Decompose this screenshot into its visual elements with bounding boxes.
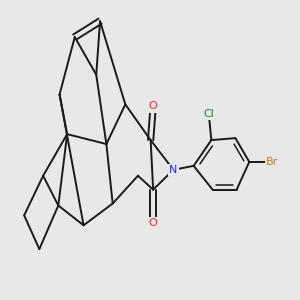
Text: Cl: Cl — [203, 109, 214, 119]
Text: N: N — [169, 165, 178, 175]
Text: O: O — [149, 101, 158, 111]
Text: O: O — [149, 218, 158, 228]
Text: Br: Br — [266, 157, 278, 167]
